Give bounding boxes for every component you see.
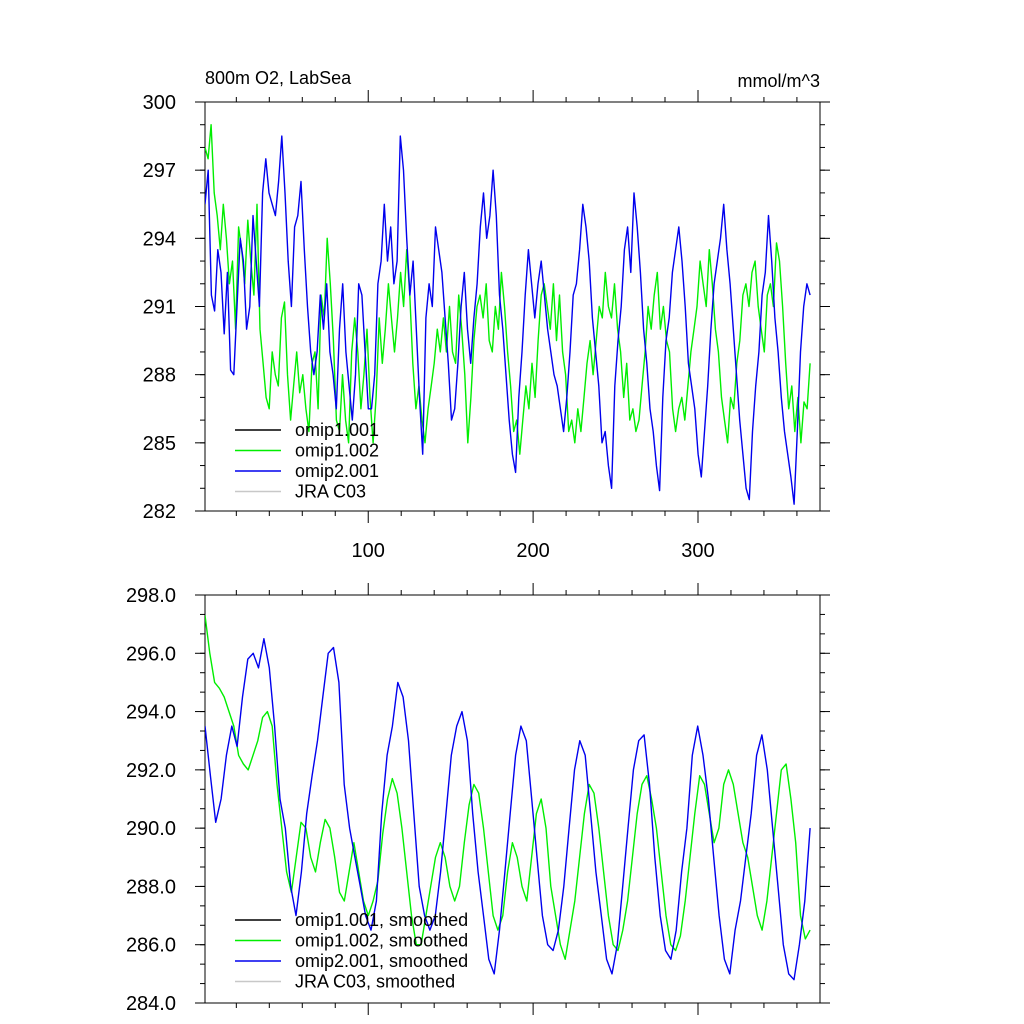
bottom-legend-label: omip1.001, smoothed [295,910,468,930]
top-legend-label: JRA C03 [295,482,366,502]
bottom-panel: 284.0 286.0 288.0 290.0 292.0 294.0 296.0 298.0… [126,583,830,1015]
bottom-series-line-1 [205,615,811,960]
bottom-y-tick-label: 284.0 [126,993,176,1015]
bottom-legend-label: omip2.001, smoothed [295,951,468,971]
bottom-legend-label: omip1.002, smoothed [295,931,468,951]
top-x-tick-label: 200 [516,540,549,562]
top-units-label: mmol/m^3 [738,71,820,91]
bottom-series-line-2 [205,638,811,981]
bottom-y-tick-label: 296.0 [126,643,176,665]
top-series-line-2 [205,135,811,505]
bottom-y-tick-label: 294.0 [126,702,176,724]
top-y-tick-label: 294 [143,228,176,250]
top-x-tick-label: 300 [681,540,714,562]
bottom-plot-frame [204,594,821,1004]
top-series-line-1 [205,123,811,455]
top-title: 800m O2, LabSea [205,68,352,88]
top-y-tick-label: 300 [143,92,176,114]
top-y-tick-label: 285 [143,433,176,455]
bottom-y-tick-label: 286.0 [126,935,176,957]
bottom-legend-label: JRA C03, smoothed [295,972,455,992]
top-x-tick-label: 100 [352,540,385,562]
top-y-tick-label: 291 [143,297,176,319]
top-legend-label: omip2.001 [295,461,379,481]
bottom-y-tick-label: 292.0 [126,760,176,782]
top-y-tick-label: 297 [143,160,176,182]
bottom-y-tick-label: 290.0 [126,818,176,840]
top-y-tick-label: 288 [143,365,176,387]
top-panel: 800m O2, LabSea mmol/m^3 282 285 288 291 294… [143,68,830,562]
bottom-y-tick-label: 298.0 [126,585,176,607]
top-legend-label: omip1.002 [295,441,379,461]
top-y-tick-label: 282 [143,501,176,523]
top-legend-label: omip1.001 [295,420,379,440]
bottom-y-tick-label: 288.0 [126,876,176,898]
